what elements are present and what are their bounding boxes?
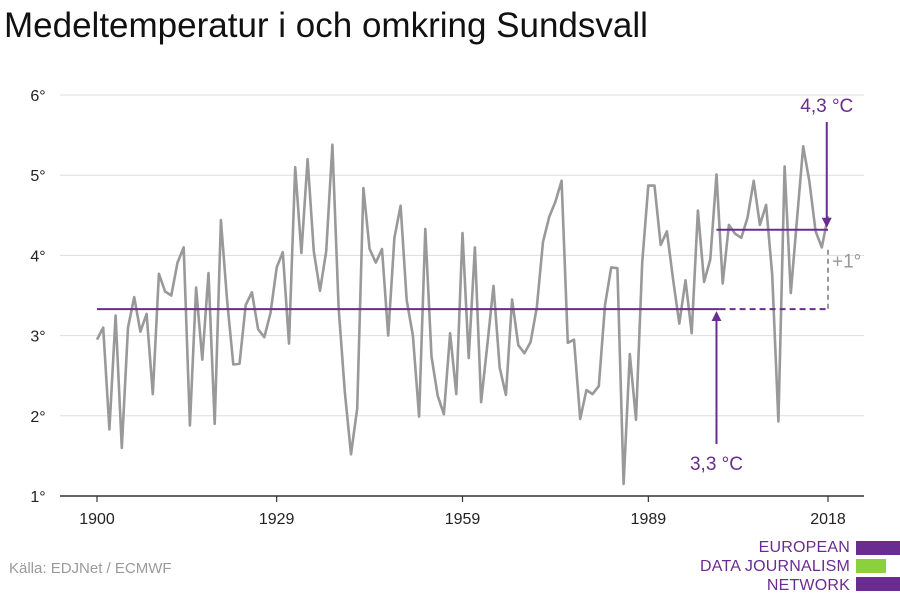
x-tick-label-1959: 1959 xyxy=(445,511,481,528)
x-tick-label-2018: 2018 xyxy=(810,511,846,528)
temperature-series-line xyxy=(95,143,830,486)
reference-lines xyxy=(97,228,828,311)
logo-line-1: EUROPEAN xyxy=(758,539,850,556)
x-tick-label-1989: 1989 xyxy=(631,511,667,528)
logo-line-2: DATA JOURNALISM xyxy=(700,558,850,575)
logo-bar-2 xyxy=(856,559,886,573)
logo-text: EUROPEAN DATA JOURNALISM NETWORK xyxy=(700,538,850,595)
y-tick-label-4: 4° xyxy=(30,248,45,265)
x-axis: 1900 1929 1959 1989 2018 xyxy=(60,495,864,528)
source-credit: Källa: EDJNet / ECMWF xyxy=(9,560,172,577)
logo-line-3: NETWORK xyxy=(766,577,850,594)
y-tick-label-2: 2° xyxy=(30,409,45,426)
series-layer xyxy=(95,143,830,486)
y-tick-label-1: 1° xyxy=(30,489,45,506)
y-tick-label-6: 6° xyxy=(30,88,45,105)
recent-label: 4,3 °C xyxy=(800,96,853,117)
y-tick-label-3: 3° xyxy=(30,329,45,346)
difference-label: +1° xyxy=(832,252,861,273)
baseline-label: 3,3 °C xyxy=(690,454,743,475)
logo-bar-1 xyxy=(856,541,900,555)
y-tick-label-5: 5° xyxy=(30,168,45,185)
annotations: +1° 3,3 °C 4,3 °C xyxy=(690,96,861,475)
y-axis-ticks: 1° 2° 3° 4° 5° 6° xyxy=(30,88,45,506)
chart-title: Medeltemperatur i och omkring Sundsvall xyxy=(4,6,648,45)
logo-bar-3 xyxy=(856,577,900,591)
x-tick-label-1929: 1929 xyxy=(259,511,295,528)
x-tick-label-1900: 1900 xyxy=(79,511,115,528)
edjnet-logo: EUROPEAN DATA JOURNALISM NETWORK xyxy=(700,538,900,596)
